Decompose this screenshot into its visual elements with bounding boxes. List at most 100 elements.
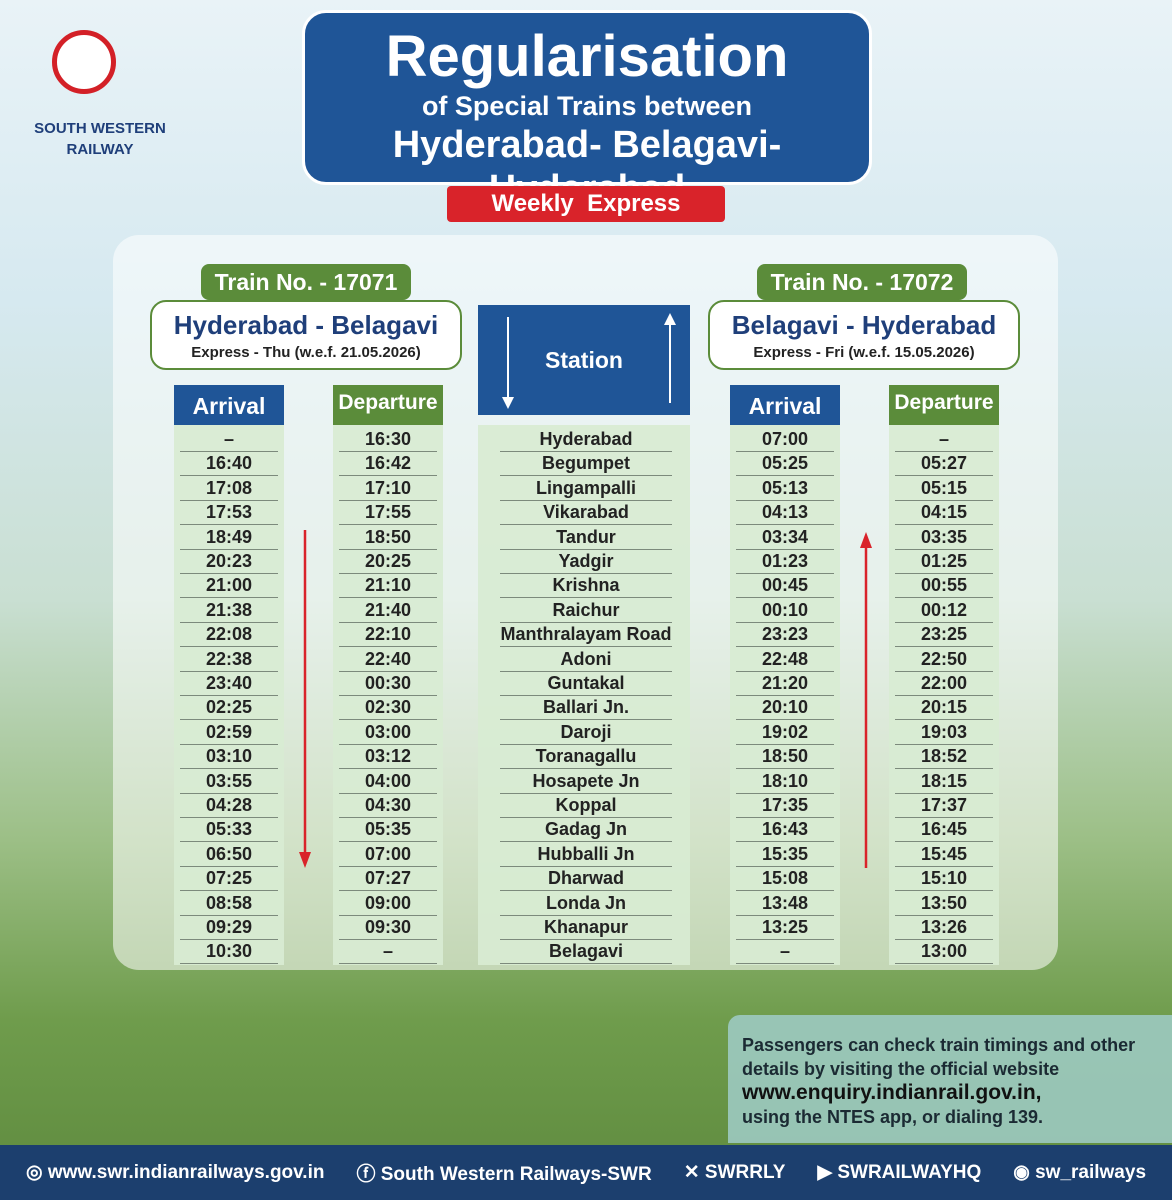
time-cell: 03:12 [339, 744, 437, 770]
time-cell: 21:40 [339, 598, 437, 623]
time-cell: – [895, 427, 993, 452]
time-cell: 13:50 [895, 891, 993, 916]
footer-item: ▶ SWRAILWAYHQ [817, 1162, 982, 1183]
time-cell: 07:00 [736, 427, 834, 452]
route-box: Belagavi - Hyderabad Express - Fri (w.e.… [708, 300, 1020, 370]
time-cell: 00:55 [895, 573, 993, 599]
time-cell: 09:00 [339, 891, 437, 916]
time-cell: 03:55 [180, 769, 278, 794]
footer-facebook[interactable]: South Western Railways-SWR [380, 1164, 652, 1185]
red-arrows [299, 530, 872, 868]
time-cell: 05:25 [736, 451, 834, 477]
time-cell: 23:25 [895, 622, 993, 648]
note-website: www.enquiry.indianrail.gov.in, [742, 1081, 1042, 1104]
time-cell: 00:10 [736, 598, 834, 623]
time-cell: 03:10 [180, 744, 278, 770]
footer-website[interactable]: www.swr.indianrailways.gov.in [47, 1162, 325, 1183]
subtitle: of Special Trains between [421, 91, 753, 121]
time-cell: 13:48 [736, 891, 834, 916]
time-cell: 01:23 [736, 549, 834, 574]
time-cell: 02:25 [180, 695, 278, 721]
time-cell: – [180, 427, 278, 452]
station-cell: Ballari Jn. [500, 695, 672, 721]
time-cell: 05:33 [180, 817, 278, 843]
time-cell: 00:30 [339, 671, 437, 696]
time-cell: 02:59 [180, 720, 278, 745]
train-route: Belagavi - Hyderabad [731, 310, 997, 340]
station-cell: Dharwad [500, 866, 672, 892]
time-cell: 13:26 [895, 915, 993, 940]
footer-instagram[interactable]: sw_railways [1035, 1162, 1147, 1183]
footer-item: ◎ www.swr.indianrailways.gov.in [25, 1162, 325, 1183]
time-cell: 00:12 [895, 598, 993, 623]
note-text: Passengers can check train timings and o… [742, 1035, 1136, 1079]
time-cell: 21:20 [736, 671, 834, 696]
station-cell: Belagavi [500, 939, 672, 965]
time-cell: 16:40 [180, 451, 278, 477]
time-cell: 17:35 [736, 793, 834, 818]
station-cell: Koppal [500, 793, 672, 818]
time-cell: 18:49 [180, 525, 278, 550]
time-cell: 16:45 [895, 817, 993, 843]
station-cell: Londa Jn [500, 891, 672, 916]
station-cell: Tandur [500, 525, 672, 550]
footer-item: ⓕ South Western Railways-SWR [356, 1164, 652, 1185]
time-cell: 02:30 [339, 695, 437, 721]
time-cell: 04:00 [339, 769, 437, 794]
time-cell: 15:08 [736, 866, 834, 892]
time-cell: 07:25 [180, 866, 278, 892]
time-cell: 16:42 [339, 451, 437, 477]
time-cell: 15:45 [895, 842, 993, 867]
time-cell: 18:15 [895, 769, 993, 794]
time-cell: 07:00 [339, 842, 437, 867]
footer-x[interactable]: SWRRLY [704, 1162, 786, 1183]
column-header: Arrival [174, 385, 284, 425]
station-cell: Guntakal [500, 671, 672, 696]
time-cell: 05:13 [736, 476, 834, 501]
timetable-column: –16:40 17:08 17:53 18:49 20:23 21:00 21:38 22:0… [174, 425, 284, 965]
time-cell: 03:00 [339, 720, 437, 745]
time-cell: 03:35 [895, 525, 993, 550]
station-cell: Khanapur [500, 915, 672, 940]
time-cell: 17:55 [339, 500, 437, 526]
time-cell: 10:30 [180, 939, 278, 965]
footer-item: ◉ sw_railways [1013, 1162, 1147, 1183]
footer-youtube[interactable]: SWRAILWAYHQ [837, 1162, 982, 1183]
time-cell: 04:28 [180, 793, 278, 818]
time-cell: 09:29 [180, 915, 278, 940]
train-days: Express - Thu (w.e.f. 21.05.2026) [191, 344, 421, 361]
station-cell: Gadag Jn [500, 817, 672, 843]
station-cell: Yadgir [500, 549, 672, 574]
time-cell: – [339, 939, 437, 965]
train-no: Train No. - 17071 [201, 264, 411, 300]
station-cell: Hubballi Jn [500, 842, 672, 867]
time-cell: 04:13 [736, 500, 834, 526]
time-cell: 22:40 [339, 647, 437, 672]
time-cell: 17:10 [339, 476, 437, 501]
column-header: Arrival [730, 385, 840, 425]
time-cell: 06:50 [180, 842, 278, 867]
time-cell: 18:10 [736, 769, 834, 794]
time-cell: 21:00 [180, 573, 278, 599]
time-cell: 15:10 [895, 866, 993, 892]
station-cell: Manthralayam Road [500, 622, 672, 648]
badge: Weekly Express [447, 186, 725, 222]
time-cell: 05:27 [895, 451, 993, 477]
time-cell: 05:15 [895, 476, 993, 501]
time-cell: 15:35 [736, 842, 834, 867]
logo-text: SOUTH WESTERN RAILWAY [20, 118, 180, 160]
time-cell: 23:23 [736, 622, 834, 648]
train-days: Express - Fri (w.e.f. 15.05.2026) [753, 344, 975, 361]
station-cell: Vikarabad [500, 500, 672, 526]
station-cell: Lingampalli [500, 476, 672, 501]
note-box: Passengers can check train timings and o… [728, 1015, 1172, 1143]
time-cell: 04:30 [339, 793, 437, 818]
time-cell: 17:08 [180, 476, 278, 501]
time-cell: 18:50 [339, 525, 437, 550]
logo-emblem [52, 30, 116, 94]
timetable-column: 16:30 16:42 17:10 17:55 18:50 20:25 21:10 21:40… [333, 425, 443, 965]
note-text: using the NTES app, or dialing 139. [742, 1107, 1044, 1127]
time-cell: 19:03 [895, 720, 993, 745]
station-cell: Raichur [500, 598, 672, 623]
route-box: Hyderabad - Belagavi Express - Thu (w.e.… [150, 300, 462, 370]
